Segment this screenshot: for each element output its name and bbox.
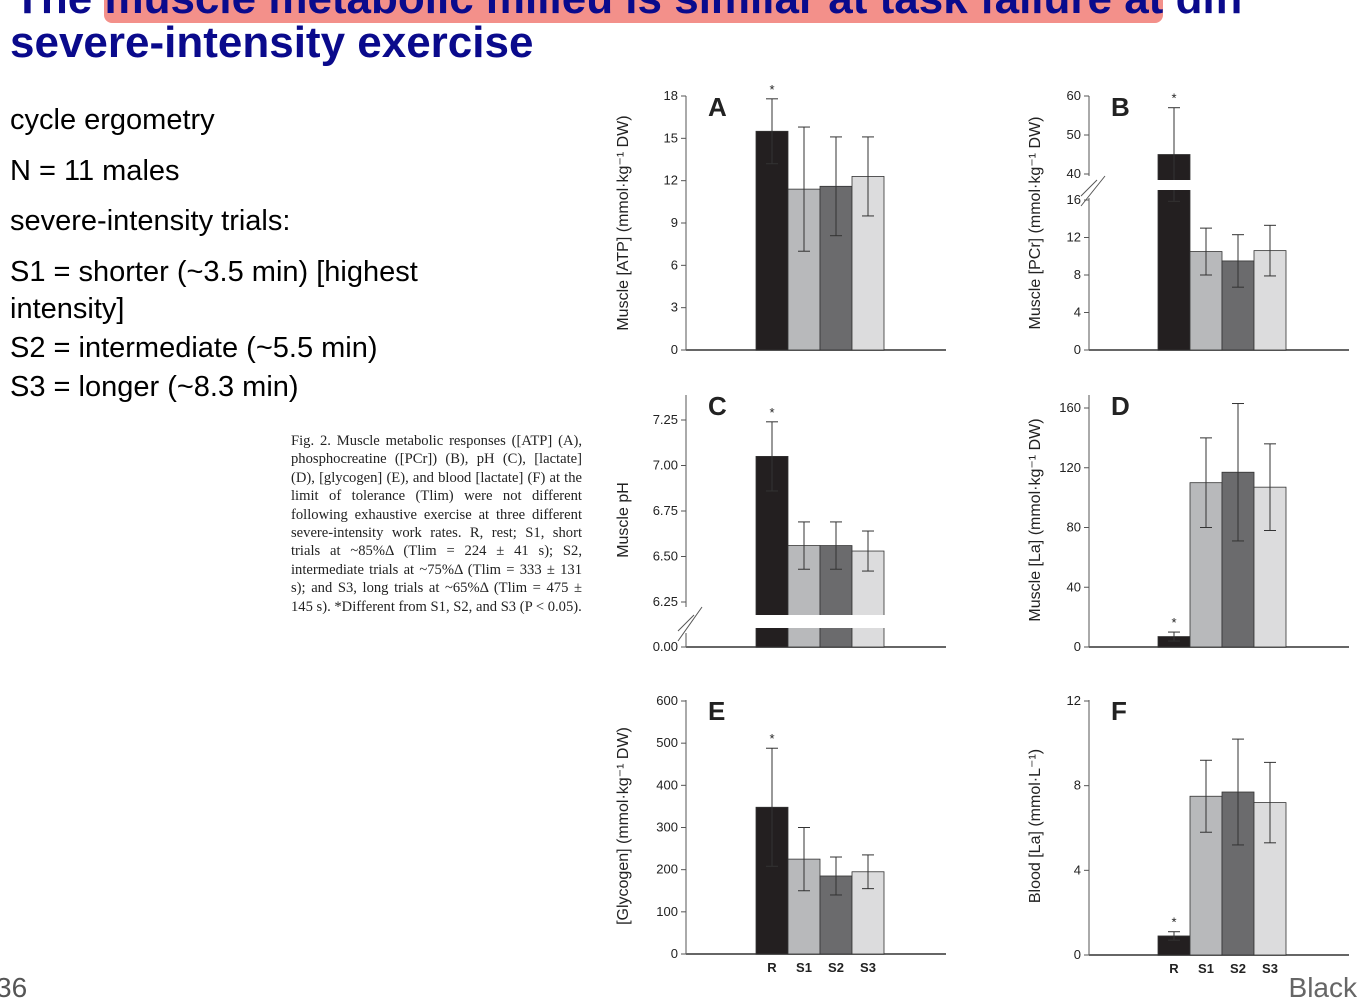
axis-break-mark: [1080, 175, 1106, 207]
bullet-text: S3 = longer (~8.3 min): [10, 371, 299, 403]
y-tick-label: 4: [1074, 305, 1081, 320]
significance-marker: *: [769, 731, 774, 746]
y-tick-label: 80: [1067, 520, 1081, 535]
bullet-text: S2 = intermediate (~5.5 min): [10, 332, 378, 364]
y-axis-label: [Glycogen] (mmol·kg⁻¹ DW): [615, 727, 632, 925]
y-tick-label: 100: [656, 904, 678, 919]
y-tick-label: 9: [671, 215, 678, 230]
panel-label: C: [708, 391, 727, 421]
page-number: 36: [0, 972, 28, 1003]
y-axis-label: Muscle pH: [615, 482, 632, 558]
bullet-text: severe-intensity trials:: [10, 205, 291, 237]
y-tick-label: 3: [671, 300, 678, 315]
y-tick-label: 0: [1074, 342, 1081, 357]
y-tick-label: 300: [656, 820, 678, 835]
y-tick-label: 6.50: [653, 549, 678, 564]
y-tick-label: 0.00: [653, 639, 678, 654]
x-tick-label: R: [1169, 961, 1179, 976]
y-axis-label: Muscle [ATP] (mmol·kg⁻¹ DW): [615, 115, 632, 330]
y-axis-label: Muscle [PCr] (mmol·kg⁻¹ DW): [1027, 117, 1044, 330]
y-tick-label: 12: [1067, 230, 1081, 245]
panel-label: B: [1111, 92, 1130, 122]
y-tick-label: 12: [1067, 693, 1081, 708]
y-tick-label: 120: [1059, 460, 1081, 475]
slide-title-line1: The muscle metabolic milieu is similar a…: [14, 0, 1244, 24]
figure-caption: Fig. 2. Muscle metabolic responses ([ATP…: [291, 433, 582, 615]
axis-break-mark: [1080, 179, 1098, 197]
y-tick-label: 50: [1067, 127, 1081, 142]
significance-marker: *: [1171, 615, 1176, 630]
panel-label: A: [708, 92, 727, 122]
bar-S3: [851, 176, 885, 351]
bullet-text: cycle ergometry: [10, 104, 215, 136]
axis-break-mark: [677, 606, 703, 642]
axis-break: [1086, 176, 1092, 198]
bar-R: [755, 130, 789, 351]
significance-marker: *: [769, 405, 774, 420]
y-tick-label: 16: [1067, 192, 1081, 207]
axis-break-mark: [677, 614, 695, 632]
x-tick-label: S2: [828, 960, 844, 975]
y-tick-label: 8: [1074, 267, 1081, 282]
panel-label: D: [1111, 391, 1130, 421]
axis-break: [683, 607, 689, 633]
bar-break: [1157, 180, 1192, 190]
x-tick-label: R: [767, 960, 777, 975]
y-tick-label: 0: [671, 946, 678, 961]
y-tick-label: 7.25: [653, 412, 678, 427]
y-tick-label: 8: [1074, 778, 1081, 793]
x-tick-label: S3: [1262, 961, 1278, 976]
y-tick-label: 400: [656, 777, 678, 792]
y-tick-label: 7.00: [653, 458, 678, 473]
y-tick-label: 4: [1074, 862, 1081, 877]
y-tick-label: 600: [656, 693, 678, 708]
y-tick-label: 0: [1074, 639, 1081, 654]
y-tick-label: 12: [664, 173, 678, 188]
y-tick-label: 40: [1067, 166, 1081, 181]
y-tick-label: 0: [1074, 947, 1081, 962]
y-tick-label: 18: [664, 88, 678, 103]
y-tick-label: 0: [671, 342, 678, 357]
y-tick-label: 500: [656, 735, 678, 750]
bullet-text: S1 = shorter (~3.5 min) [highest: [10, 256, 418, 288]
title-prefix: The: [14, 0, 104, 23]
y-tick-label: 200: [656, 862, 678, 877]
x-tick-label: S3: [860, 960, 876, 975]
x-tick-label: S1: [1198, 961, 1214, 976]
x-tick-label: S2: [1230, 961, 1246, 976]
title-highlight: muscle metabolic milieu is similar at ta…: [104, 0, 1164, 23]
x-tick-label: S1: [796, 960, 812, 975]
y-tick-label: 6.75: [653, 503, 678, 518]
significance-marker: *: [769, 82, 774, 97]
slide-title-line2: severe-intensity exercise: [10, 18, 534, 67]
footer-right-text: Black: [1288, 972, 1357, 1003]
title-suffix: diff: [1163, 0, 1244, 23]
bar-break: [755, 615, 885, 628]
panel-label: E: [708, 696, 725, 726]
y-tick-label: 160: [1059, 400, 1081, 415]
y-axis-label: Blood [La] (mmol·L⁻¹): [1027, 749, 1044, 903]
y-axis-label: Muscle [La] (mmol·kg⁻¹ DW): [1027, 418, 1044, 621]
y-tick-label: 40: [1067, 579, 1081, 594]
significance-marker: *: [1171, 915, 1176, 930]
y-tick-label: 60: [1067, 88, 1081, 103]
y-tick-label: 6: [671, 257, 678, 272]
bullet-text: intensity]: [10, 293, 125, 325]
significance-marker: *: [1171, 91, 1176, 106]
panel-label: F: [1111, 696, 1127, 726]
y-tick-label: 6.25: [653, 594, 678, 609]
bullet-text: N = 11 males: [10, 155, 180, 187]
y-tick-label: 15: [664, 130, 678, 145]
